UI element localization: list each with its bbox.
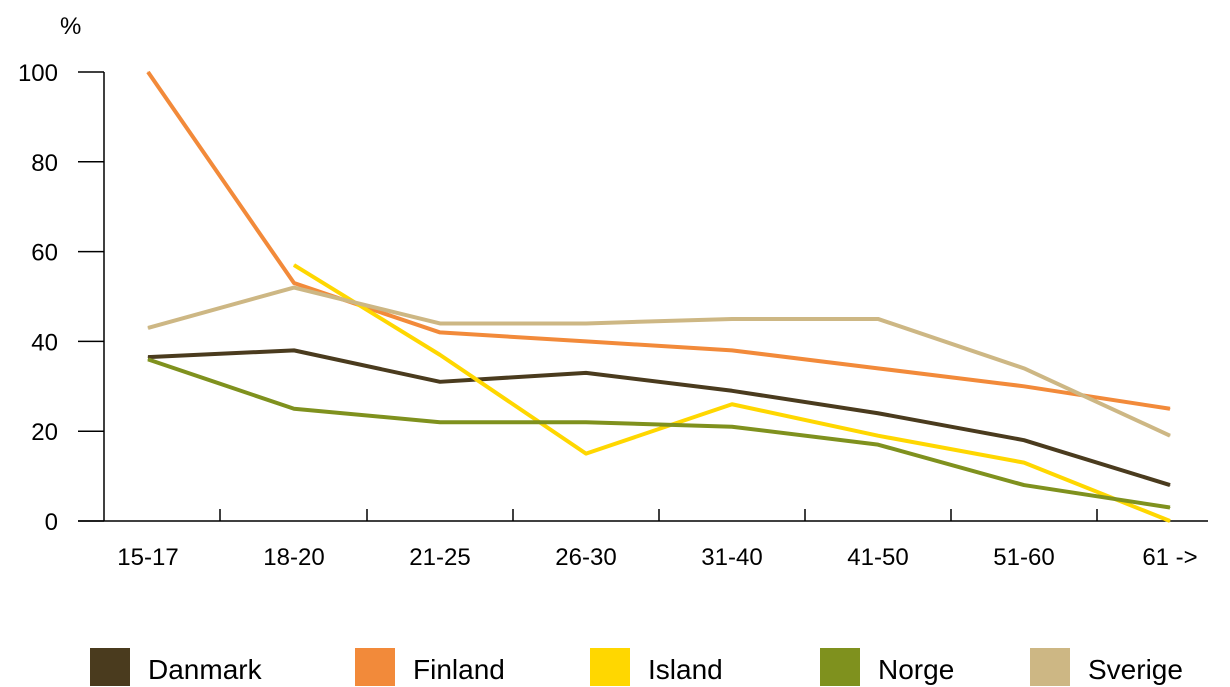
data-point (585, 322, 587, 324)
data-point (293, 264, 295, 266)
data-point (1169, 520, 1171, 522)
x-tick-label: 41-50 (847, 544, 908, 571)
data-point (1169, 435, 1171, 437)
legend-item-finland: Finland (355, 648, 505, 686)
legend-swatch (1030, 648, 1070, 686)
series-line (147, 357, 1171, 510)
series-norge (147, 357, 1171, 510)
x-tick-label: 51-60 (993, 544, 1054, 571)
data-point (877, 435, 879, 437)
legend-item-norge: Norge (820, 648, 954, 686)
series-line (292, 263, 1171, 523)
data-point (147, 71, 149, 73)
data-point (731, 349, 733, 351)
y-tick-label: 60 (31, 240, 58, 267)
legend-item-danmark: Danmark (90, 648, 263, 686)
x-tick-label: 21-25 (409, 544, 470, 571)
data-point (877, 412, 879, 414)
legend-swatch (355, 648, 395, 686)
data-point (1169, 408, 1171, 410)
x-tick-label: 15-17 (117, 544, 178, 571)
data-point (439, 331, 441, 333)
data-point (1023, 367, 1025, 369)
data-point (731, 426, 733, 428)
data-point (731, 318, 733, 320)
legend-item-sverige: Sverige (1030, 648, 1183, 686)
data-point (585, 372, 587, 374)
data-point (877, 444, 879, 446)
legend-label: Island (648, 654, 723, 685)
x-tick-label: 31-40 (701, 544, 762, 571)
legend-swatch (90, 648, 130, 686)
y-tick-label: 80 (31, 150, 58, 177)
series-finland (146, 70, 1171, 411)
data-point (1169, 484, 1171, 486)
y-tick-label: 40 (31, 329, 58, 356)
legend: Danmark Finland Island Norge Sverige (90, 648, 1183, 686)
axes: 0 20 40 60 80 100 15-17 18-20 21-25 26-30 31-40 41-… (18, 60, 1208, 571)
data-point (439, 322, 441, 324)
data-point (585, 340, 587, 342)
y-tick-label: 100 (18, 60, 58, 87)
data-point (1169, 507, 1171, 509)
series-lines (146, 70, 1171, 523)
data-point (1023, 484, 1025, 486)
data-point (585, 421, 587, 423)
series-sverige (147, 285, 1171, 438)
series-danmark (147, 348, 1171, 487)
legend-label: Norge (878, 654, 954, 685)
y-tick-label: 0 (45, 509, 58, 536)
series-line (147, 285, 1171, 438)
legend-item-island: Island (590, 648, 723, 686)
data-point (877, 318, 879, 320)
data-point (877, 367, 879, 369)
data-point (585, 453, 587, 455)
y-tick-label: 20 (31, 419, 58, 446)
data-point (293, 408, 295, 410)
data-point (1023, 385, 1025, 387)
data-point (293, 282, 295, 284)
legend-swatch (590, 648, 630, 686)
x-tick-label: 26-30 (555, 544, 616, 571)
y-axis-unit: % (60, 13, 81, 40)
legend-label: Danmark (148, 654, 263, 685)
x-tick-label: 61 -> (1142, 544, 1197, 571)
data-point (147, 358, 149, 360)
data-point (439, 354, 441, 356)
data-point (1023, 439, 1025, 441)
data-point (293, 287, 295, 289)
legend-label: Sverige (1088, 654, 1183, 685)
data-point (731, 390, 733, 392)
series-line (147, 348, 1171, 487)
data-point (147, 327, 149, 329)
legend-swatch (820, 648, 860, 686)
data-point (439, 381, 441, 383)
data-point (731, 403, 733, 405)
data-point (1023, 462, 1025, 464)
series-island (292, 263, 1171, 523)
data-point (293, 349, 295, 351)
legend-label: Finland (413, 654, 505, 685)
data-point (147, 356, 149, 358)
x-tick-label: 18-20 (263, 544, 324, 571)
series-line (146, 70, 1171, 411)
data-point (439, 421, 441, 423)
